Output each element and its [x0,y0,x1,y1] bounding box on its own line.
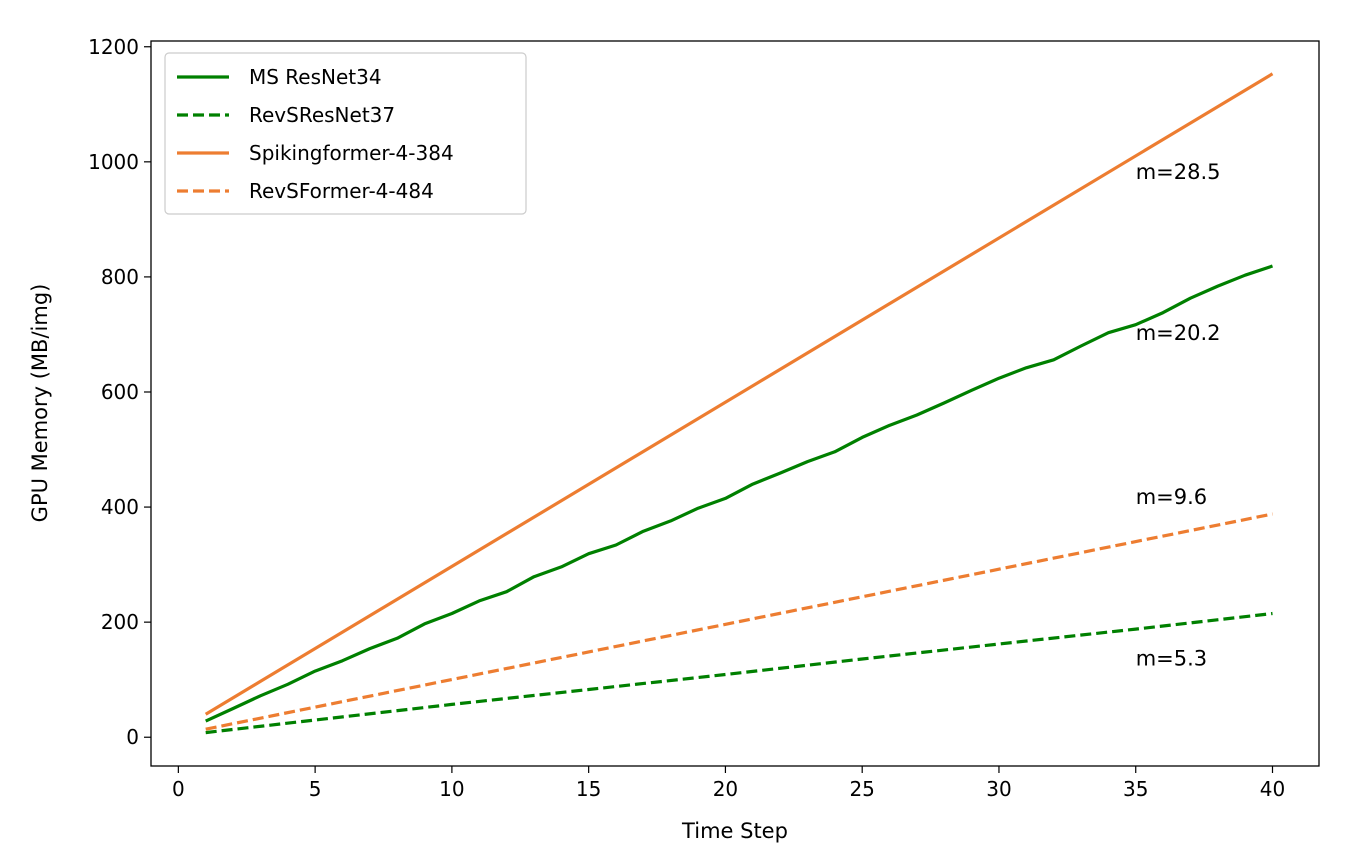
x-axis-label: Time Step [681,819,788,843]
x-tick-label: 20 [713,777,738,801]
legend: MS ResNet34 RevSResNet37 Spikingformer-4-3… [164,52,527,215]
legend-label-4: RevSFormer-4-484 [249,179,434,203]
y-tick-label: 200 [101,610,139,634]
series-line-4 [205,512,1273,731]
y-tick-label: 0 [126,725,139,749]
x-tick-label: 35 [1123,777,1148,801]
slope-annotation: m=9.6 [1136,485,1207,509]
x-axis: 0 5 10 15 20 25 30 35 40 [172,766,1285,801]
slope-annotation: m=28.5 [1136,160,1221,184]
y-tick-label: 800 [101,265,139,289]
legend-label-3: Spikingformer-4-384 [249,141,454,165]
y-tick-label: 600 [101,380,139,404]
plot-frame [150,40,1320,767]
y-tick-label: 400 [101,495,139,519]
series-line-2 [205,611,1273,735]
series-line-3 [204,72,1274,716]
x-tick-label: 15 [576,777,601,801]
x-tick-label: 25 [849,777,874,801]
slope-annotations: m=28.5 m=20.2 m=9.6 m=5.3 [1136,160,1221,670]
legend-label-1: MS ResNet34 [249,65,382,89]
y-axis: 0 200 400 600 800 1000 1200 [88,35,151,749]
y-tick-label: 1000 [88,150,139,174]
y-tick-label: 1200 [88,35,139,59]
y-axis-label: GPU Memory (MB/img) [28,284,52,523]
x-tick-label: 40 [1260,777,1285,801]
series-line-1 [205,264,1274,723]
x-tick-label: 5 [309,777,322,801]
slope-annotation: m=5.3 [1136,646,1207,670]
slope-annotation: m=20.2 [1136,321,1221,345]
x-tick-label: 0 [172,777,185,801]
x-tick-label: 30 [986,777,1011,801]
series-layer [204,72,1274,735]
legend-frame [164,52,527,215]
legend-label-2: RevSResNet37 [249,103,395,127]
x-tick-label: 10 [439,777,464,801]
